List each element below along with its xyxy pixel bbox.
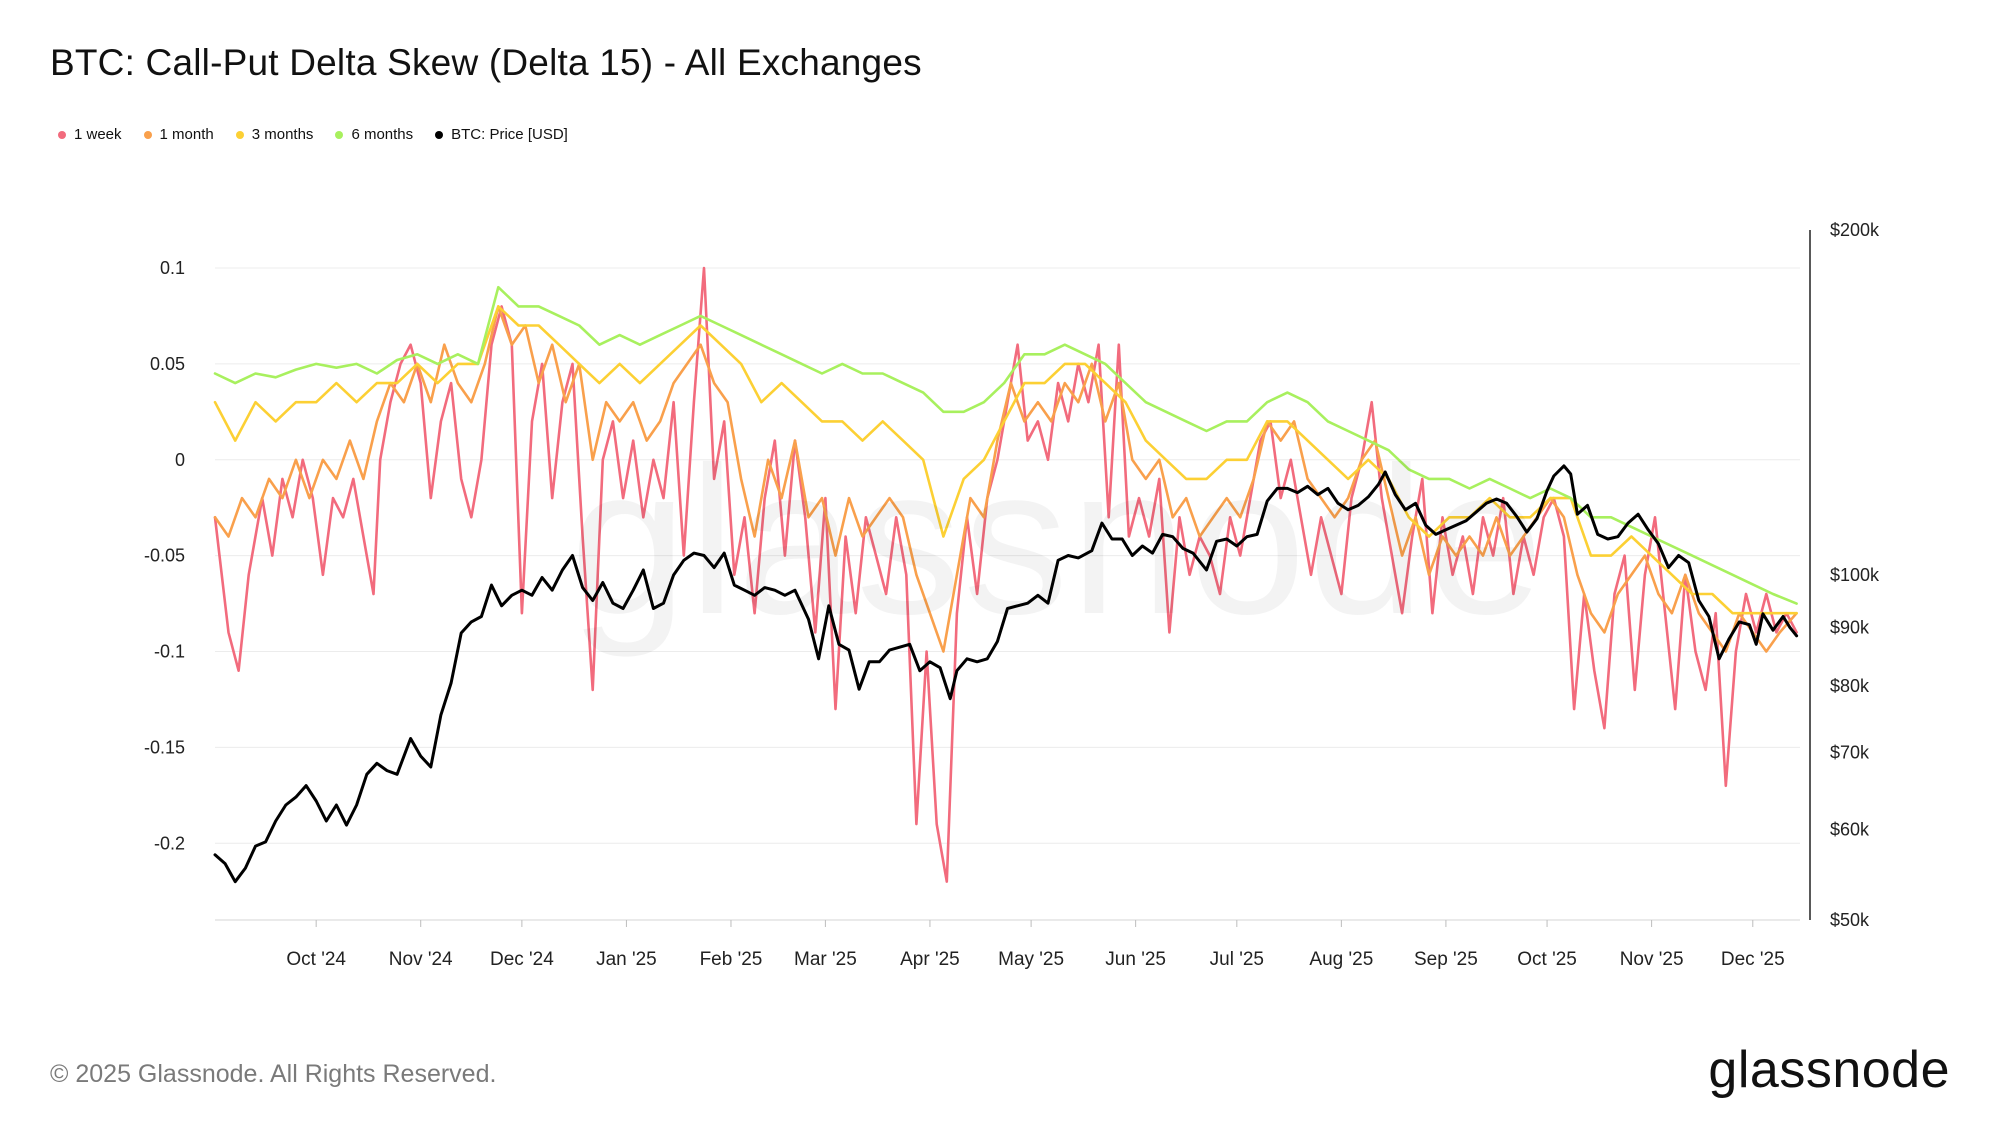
- x-tick-label: Sep '25: [1414, 949, 1478, 970]
- x-tick-label: Aug '25: [1309, 949, 1373, 970]
- x-tick-label: Mar '25: [794, 949, 857, 970]
- y-left-tick-label: 0: [175, 450, 185, 470]
- x-tick-label: Dec '25: [1721, 949, 1785, 970]
- series-lines: [213, 266, 1799, 884]
- x-tick-label: Nov '25: [1620, 949, 1684, 970]
- series-line-6-months: [213, 285, 1798, 605]
- legend-label: BTC: Price [USD]: [451, 126, 568, 143]
- y-left-tick-label: -0.2: [154, 833, 185, 853]
- series-line-btc-price-usd: [213, 464, 1799, 884]
- legend-item[interactable]: 1 month: [143, 126, 214, 143]
- x-tick-label: Jul '25: [1210, 949, 1264, 970]
- legend-item[interactable]: 3 months: [235, 126, 314, 143]
- legend-marker: [143, 130, 152, 139]
- y-right-tick-label: $70k: [1830, 743, 1870, 763]
- x-tick-label: May '25: [998, 949, 1064, 970]
- legend-label: 1 month: [159, 126, 214, 143]
- y-left-tick-label: -0.05: [144, 546, 185, 566]
- x-tick-label: Jan '25: [596, 949, 657, 970]
- chart-title: BTC: Call-Put Delta Skew (Delta 15) - Al…: [50, 42, 922, 83]
- y-right-tick-label: $60k: [1830, 819, 1870, 839]
- legend-label: 3 months: [251, 126, 314, 143]
- y-left-tick-label: -0.15: [144, 737, 185, 757]
- grid-lines: [215, 267, 1800, 844]
- y-left-tick-label: -0.1: [154, 642, 185, 662]
- x-tick-label: Jun '25: [1105, 949, 1166, 970]
- legend-item[interactable]: 1 week: [58, 126, 122, 143]
- legend-marker: [235, 130, 244, 139]
- copyright-text: © 2025 Glassnode. All Rights Reserved.: [50, 1060, 497, 1088]
- x-tick-label: Dec '24: [490, 949, 554, 970]
- watermark: glassnode: [570, 420, 1545, 662]
- axes: 0.1 0.05 0 -0.05 -0.1 -0.15 -0.2 Oct '24 Nov '24…: [144, 220, 1880, 970]
- legend-item[interactable]: 6 months: [335, 126, 413, 143]
- y-right-tick-label: $90k: [1830, 617, 1870, 637]
- legend: 1 week 1 month 3 months 6 months BTC: Price …: [58, 126, 590, 143]
- y-right-tick-label: $100k: [1830, 565, 1880, 585]
- x-tick-label: Oct '25: [1517, 949, 1577, 970]
- y-left-tick-label: 0.05: [150, 354, 185, 374]
- x-tick-label: Apr '25: [900, 949, 960, 970]
- legend-marker: [58, 130, 66, 139]
- y-right-tick-label: $80k: [1830, 676, 1870, 696]
- x-tick-label: Oct '24: [286, 949, 346, 970]
- x-tick-label: Nov '24: [389, 949, 453, 970]
- legend-marker: [335, 130, 344, 139]
- y-right-tick-label: $50k: [1830, 910, 1870, 930]
- y-left-tick-label: 0.1: [160, 258, 185, 278]
- legend-item[interactable]: BTC: Price [USD]: [435, 126, 568, 143]
- glassnode-logo: glassnode: [1708, 1041, 1950, 1099]
- legend-label: 6 months: [351, 126, 414, 143]
- y-right-tick-label: $200k: [1830, 220, 1880, 240]
- legend-marker: [435, 130, 444, 139]
- legend-label: 1 week: [74, 126, 122, 143]
- x-tick-label: Feb '25: [700, 949, 763, 970]
